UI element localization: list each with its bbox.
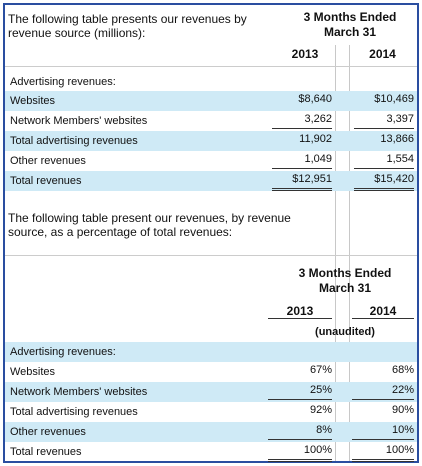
row-label: Total advertising revenues (10, 135, 138, 147)
cell-value: $8,640 (298, 93, 332, 105)
table-row: Other revenues 8% 10% (5, 422, 417, 442)
table-row: Advertising revenues: (5, 72, 417, 92)
table-row: Total advertising revenues 11,902 13,866 (5, 131, 417, 151)
cell-value: 13,866 (380, 133, 414, 145)
column-divider (335, 45, 336, 461)
row-label: Network Members' websites (10, 386, 148, 398)
row-label: Total revenues (10, 446, 82, 458)
cell-value: 68% (391, 364, 414, 376)
row-label: Total advertising revenues (10, 406, 138, 418)
row-label: Other revenues (10, 426, 86, 438)
cell-value: 1,554 (354, 151, 414, 169)
table-row: Websites $8,640 $10,469 (5, 91, 417, 111)
year-header: 2013 (268, 304, 332, 319)
table-row: Network Members' websites 25% 22% (5, 382, 417, 402)
table-row: Network Members' websites 3,262 3,397 (5, 111, 417, 131)
row-label: Total revenues (10, 175, 82, 187)
table-row: Websites 67% 68% (5, 362, 417, 382)
cell-value: 1,049 (272, 151, 332, 169)
cell-value: 92% (309, 404, 332, 416)
cell-value: 25% (268, 382, 332, 400)
row-label: Other revenues (10, 155, 86, 167)
intro-text: The following table present our revenues… (8, 211, 291, 239)
table-row: Advertising revenues: (5, 342, 417, 362)
year-header: 2013 (291, 47, 319, 61)
intro-text: The following table presents our revenue… (8, 12, 247, 40)
year-header: 2014 (352, 304, 414, 319)
table-row: Total revenues 100% 100% (5, 442, 417, 462)
cell-value: 22% (352, 382, 414, 400)
cell-value: 3,262 (272, 111, 332, 129)
column-divider (349, 45, 350, 461)
row-label: Advertising revenues: (10, 346, 116, 358)
table-row: Total advertising revenues 92% 90% (5, 402, 417, 422)
row-label: Websites (10, 95, 56, 107)
rule (5, 255, 417, 256)
cell-value: $12,951 (272, 171, 332, 191)
cell-value: 10% (352, 422, 414, 440)
row-label: Advertising revenues: (10, 76, 116, 88)
year-header: 2014 (369, 47, 396, 61)
period-header: 3 Months Ended March 31 (303, 10, 397, 39)
table-row: Other revenues 1,049 1,554 (5, 151, 417, 171)
note: (unaudited) (315, 326, 375, 338)
cell-value: $10,469 (374, 93, 414, 105)
frame (3, 3, 419, 463)
cell-value: 100% (352, 442, 414, 462)
cell-value: 67% (309, 364, 332, 376)
cell-value: 100% (268, 442, 332, 462)
period-header: 3 Months Ended March 31 (298, 266, 392, 295)
cell-value: 11,902 (299, 133, 332, 145)
row-label: Websites (10, 366, 56, 378)
cell-value: 8% (268, 422, 332, 440)
row-label: Network Members' websites (10, 115, 148, 127)
cell-value: $15,420 (354, 171, 414, 191)
cell-value: 3,397 (354, 111, 414, 129)
rule (5, 66, 417, 67)
cell-value: 90% (391, 404, 414, 416)
table-row: Total revenues $12,951 $15,420 (5, 171, 417, 191)
